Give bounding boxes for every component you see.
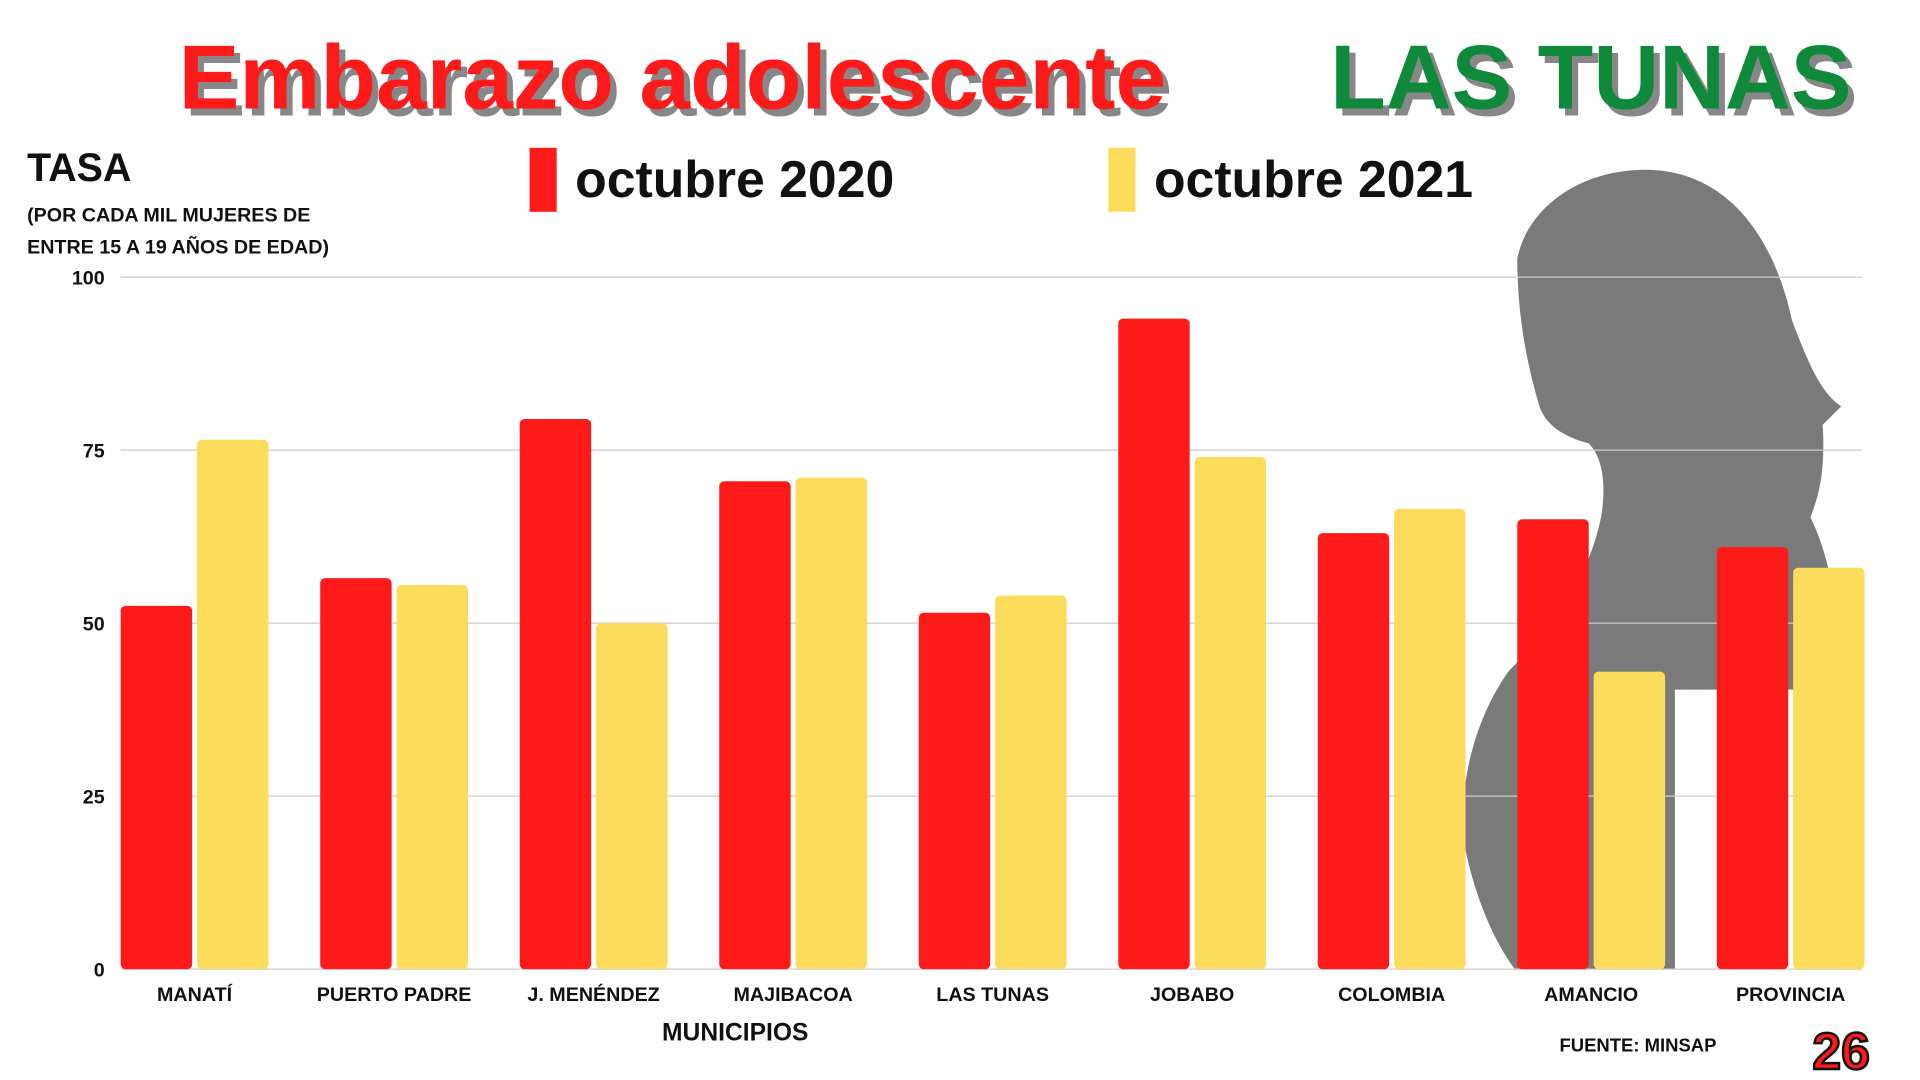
y-axis-label: TASA — [27, 146, 131, 190]
bar — [1517, 519, 1589, 970]
bar — [120, 605, 193, 970]
bar — [596, 623, 668, 970]
y-axis-note: ENTRE 15 A 19 AÑOS DE EDAD) — [27, 236, 329, 259]
bar — [320, 578, 392, 970]
bar — [396, 585, 468, 970]
bar — [197, 439, 269, 970]
x-tick-label: PROVINCIA — [1736, 984, 1845, 1006]
y-tick-label: 100 — [72, 267, 105, 289]
title-highlight-shadow: LAS TUNAS — [1336, 35, 1857, 136]
bar — [1716, 546, 1789, 970]
bar — [1317, 533, 1390, 970]
y-axis-note: (POR CADA MIL MUJERES DE — [27, 205, 310, 227]
x-tick-label: MAJIBACOA — [734, 984, 853, 1006]
y-tick-label: 50 — [83, 614, 105, 636]
bar — [1793, 567, 1865, 970]
y-tick-label: 0 — [94, 960, 105, 982]
y-tick-label: 75 — [83, 440, 105, 462]
x-tick-label: LAS TUNAS — [936, 984, 1049, 1006]
legend-label: octubre 2020 — [575, 150, 894, 208]
bar — [995, 595, 1067, 970]
title-highlight: LAS TUNAS — [1330, 27, 1851, 128]
x-tick-label: JOBABO — [1150, 984, 1234, 1006]
legend-swatch — [1108, 147, 1136, 212]
x-axis-label: MUNICIPIOS — [662, 1020, 808, 1047]
chart-title: Embarazo adolescente — [179, 27, 1167, 128]
legend-swatch — [529, 147, 557, 212]
bar — [1118, 318, 1190, 970]
bar — [719, 481, 791, 970]
y-tick-label: 25 — [83, 787, 105, 809]
title-shadow: Embarazo adolescente — [185, 35, 1173, 136]
x-tick-label: COLOMBIA — [1338, 984, 1445, 1006]
bar — [519, 418, 592, 970]
bar — [1394, 508, 1466, 970]
legend-label: octubre 2021 — [1154, 150, 1473, 208]
bar — [1194, 457, 1267, 970]
logo: 26 — [1812, 1022, 1870, 1080]
x-tick-label: AMANCIO — [1544, 984, 1638, 1006]
bar — [918, 612, 991, 970]
bar — [795, 477, 868, 970]
source: FUENTE: MINSAP — [1559, 1035, 1716, 1056]
x-tick-label: MANATÍ — [157, 983, 233, 1006]
x-tick-label: PUERTO PADRE — [317, 984, 472, 1006]
x-tick-label: J. MENÉNDEZ — [527, 983, 659, 1006]
bar — [1593, 671, 1666, 970]
